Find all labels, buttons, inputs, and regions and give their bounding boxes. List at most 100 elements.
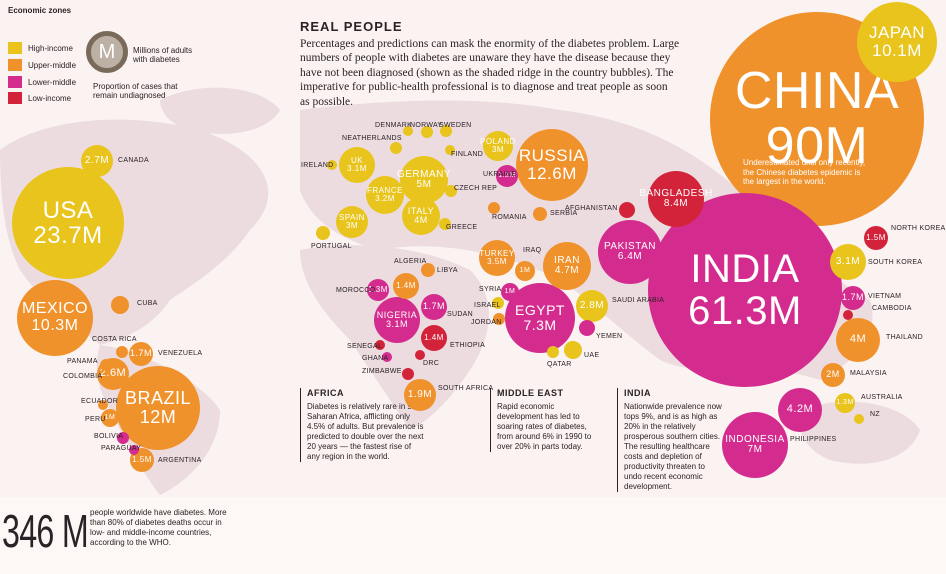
bubble-finland — [445, 145, 455, 155]
bubble-cuba — [111, 296, 129, 314]
bubble-name: FRANCE — [367, 185, 403, 195]
bubble-northkorea: 1.5M — [864, 226, 888, 250]
bubble-name: EGYPT — [515, 302, 565, 319]
legend-swatch — [8, 76, 22, 88]
bubble-mexico: MEXICO 10.3M — [17, 280, 93, 356]
label-thailand: THAILAND — [886, 334, 924, 341]
bubble-name: GERMANY — [396, 168, 452, 180]
panel-india: INDIA Nationwide prevalence now tops 9%,… — [617, 388, 724, 493]
label-syria: SYRIA — [479, 286, 502, 293]
bubble-value: 4M — [414, 215, 428, 225]
china-note: Underestimated until only recently, the … — [743, 158, 866, 187]
bubble-morocco: 1.3M — [367, 279, 389, 301]
label-australia: AUSTRALIA — [861, 394, 903, 401]
bubble-australia: 1.3M — [835, 393, 855, 413]
footer-band — [0, 497, 946, 574]
bubble-paraguay — [129, 445, 139, 455]
label-portugal: PORTUGAL — [311, 243, 352, 250]
bubble-value: 2.7M — [84, 154, 110, 166]
bubble-name: RUSSIA — [518, 146, 586, 166]
label-qatar: QATAR — [547, 361, 572, 368]
bubble-uk: UK 3.1M — [339, 147, 375, 183]
bubble-value: 2.6M — [99, 367, 127, 380]
legend-key-bubble: M — [86, 31, 128, 73]
bubble-value: 3.1M — [835, 255, 861, 267]
bubble-value: 2M — [826, 369, 840, 380]
bubble-value: 3M — [345, 221, 359, 230]
bubble-norway — [421, 126, 433, 138]
label-ukraine: UKRAINE — [483, 171, 517, 178]
label-cuba: CUBA — [137, 300, 158, 307]
label-libya: LIBYA — [437, 267, 458, 274]
bubble-denmark — [403, 126, 413, 136]
bubble-bangladesh: BANGLADESH 8.4M — [639, 171, 712, 227]
label-senegal: SENEGAL — [347, 343, 383, 350]
label-bolivia: BOLIVIA — [94, 433, 124, 440]
panel-africa-title: AFRICA — [307, 388, 344, 398]
bubble-thailand: 4M — [836, 318, 880, 362]
label-saudi: SAUDI ARABIA — [612, 297, 665, 304]
legend-item-lower: Lower-middle — [8, 76, 76, 88]
label-panama: PANAMA — [67, 358, 98, 365]
bubble-value: 8.4M — [663, 198, 689, 209]
bubble-ireland — [327, 160, 337, 170]
label-iraq: IRAQ — [523, 247, 542, 254]
legend-swatch — [8, 42, 22, 54]
bubble-value: 4.2M — [786, 403, 814, 416]
bubble-venezuela: 1.7M — [129, 342, 153, 366]
bubble-value: 23.7M — [33, 222, 103, 249]
bubble-value: 1M — [504, 288, 516, 296]
bubble-ecuador — [98, 400, 108, 410]
page-title: REAL PEOPLE — [300, 19, 403, 34]
bubble-germany: GERMANY 5M — [396, 156, 452, 204]
bubble-syria: 1M — [501, 283, 519, 301]
panel-india-text: Nationwide prevalence now tops 9%, and i… — [624, 402, 722, 492]
panel-africa-text: Diabetes is relatively rare in sub-Sahar… — [307, 402, 424, 462]
bubble-zimbabwe — [402, 368, 414, 380]
bubble-name: USA — [42, 196, 94, 224]
bubble-israel — [492, 297, 504, 309]
label-netherlands: NEATHERLANDS — [342, 135, 402, 142]
label-vietnam: VIETNAM — [868, 293, 902, 300]
bubble-value: 1.7M — [422, 301, 445, 312]
bubble-value: 1.2M — [498, 172, 516, 180]
footer-text: people worldwide have diabetes. More tha… — [90, 508, 227, 547]
panel-middle-east: MIDDLE EAST Rapid economic development h… — [490, 388, 597, 453]
bubble-bolivia — [117, 432, 129, 444]
bubble-value: 2.8M — [579, 299, 605, 311]
bubble-algeria: 1.4M — [393, 273, 419, 299]
bubble-peru: 1M — [101, 409, 119, 427]
legend-item-low: Low-income — [8, 92, 71, 104]
bubble-philippines: 4.2M — [778, 388, 822, 432]
panel-africa: AFRICA Diabetes is relatively rare in su… — [300, 388, 425, 463]
label-uae: UAE — [584, 352, 600, 359]
bubble-value: 3.2M — [375, 194, 395, 203]
bubble-nigeria: NIGERIA 3.1M — [374, 297, 420, 343]
label-costarica: COSTA RICA — [92, 336, 137, 343]
bubble-name: SPAIN — [339, 212, 365, 222]
bubble-value: 5M — [416, 179, 432, 190]
label-northkorea: NORTH KOREA — [891, 225, 946, 232]
bubble-usa: USA 23.7M — [12, 167, 124, 279]
label-southafrica: SOUTH AFRICA — [438, 385, 494, 392]
bubble-sudan: 1.7M — [421, 294, 447, 320]
label-venezuela: VENEZUELA — [158, 350, 203, 357]
legend-title: Economic zones — [8, 6, 72, 15]
bubble-value: 3.1M — [385, 319, 408, 329]
label-jordan: JORDAN — [471, 319, 502, 326]
bubble-afghanistan — [619, 202, 635, 218]
bubble-libya — [421, 263, 435, 277]
greenland-landmass — [160, 87, 280, 134]
intro-text: Percentages and predictions can mask the… — [300, 38, 680, 108]
bubble-value: 4M — [849, 333, 867, 346]
footer-big-number: 346 M — [2, 505, 89, 557]
label-ghana: GHANA — [362, 355, 389, 362]
bubble-yemen — [579, 320, 595, 336]
bubble-turkey: TURKEY 3.5M — [479, 240, 515, 276]
bubble-ghana — [382, 352, 392, 362]
bubble-value: 1.3M — [368, 284, 388, 294]
bubble-value: 12.6M — [527, 164, 577, 183]
bubble-name: BRAZIL — [124, 388, 192, 409]
bubble-vietnam: 1.7M — [841, 286, 865, 310]
legend-label: High-income — [28, 43, 73, 53]
